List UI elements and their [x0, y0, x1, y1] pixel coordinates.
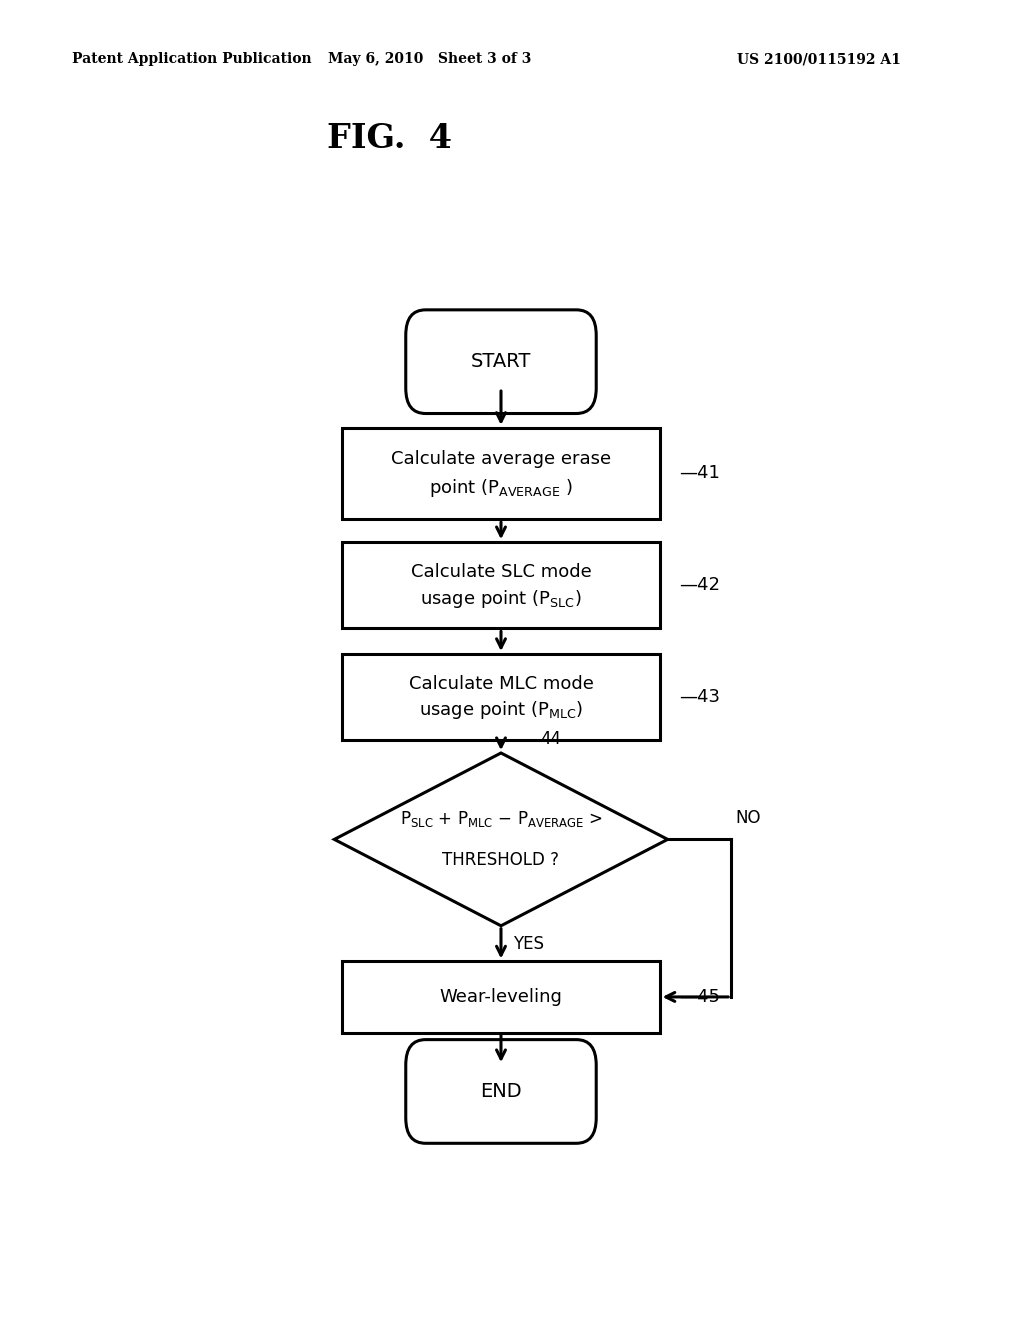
Text: Patent Application Publication: Patent Application Publication	[72, 53, 311, 66]
Text: NO: NO	[735, 809, 761, 828]
Text: usage point ($\mathregular{P_{SLC}}$): usage point ($\mathregular{P_{SLC}}$)	[420, 587, 582, 610]
Text: usage point ($\mathregular{P_{MLC}}$): usage point ($\mathregular{P_{MLC}}$)	[419, 700, 584, 721]
Text: THRESHOLD ?: THRESHOLD ?	[442, 850, 559, 869]
Bar	[342, 428, 659, 519]
Polygon shape	[334, 752, 668, 925]
Text: point ($\mathregular{P_{AVERAGE}}$ ): point ($\mathregular{P_{AVERAGE}}$ )	[429, 477, 572, 499]
Text: —41: —41	[680, 465, 721, 483]
Text: YES: YES	[513, 935, 544, 953]
Text: Calculate MLC mode: Calculate MLC mode	[409, 675, 594, 693]
Text: FIG.  4: FIG. 4	[327, 121, 452, 154]
Bar	[342, 961, 659, 1032]
Text: END: END	[480, 1082, 522, 1101]
Text: May 6, 2010   Sheet 3 of 3: May 6, 2010 Sheet 3 of 3	[329, 53, 531, 66]
Text: Calculate average erase: Calculate average erase	[391, 450, 611, 469]
Text: $\mathregular{P_{SLC}}$ + $\mathregular{P_{MLC}}$ $-$ $\mathregular{P_{AVERAGE}}: $\mathregular{P_{SLC}}$ + $\mathregular{…	[399, 809, 602, 829]
Text: —45: —45	[680, 987, 721, 1006]
Text: Calculate SLC mode: Calculate SLC mode	[411, 564, 592, 581]
Text: Wear-leveling: Wear-leveling	[439, 987, 562, 1006]
Text: START: START	[471, 352, 531, 371]
Text: US 2100/0115192 A1: US 2100/0115192 A1	[737, 53, 901, 66]
FancyBboxPatch shape	[406, 310, 596, 413]
Bar	[342, 543, 659, 628]
FancyBboxPatch shape	[406, 1040, 596, 1143]
Text: 44: 44	[541, 730, 562, 748]
Text: —42: —42	[680, 577, 721, 594]
Bar	[342, 653, 659, 741]
Text: —43: —43	[680, 688, 721, 706]
